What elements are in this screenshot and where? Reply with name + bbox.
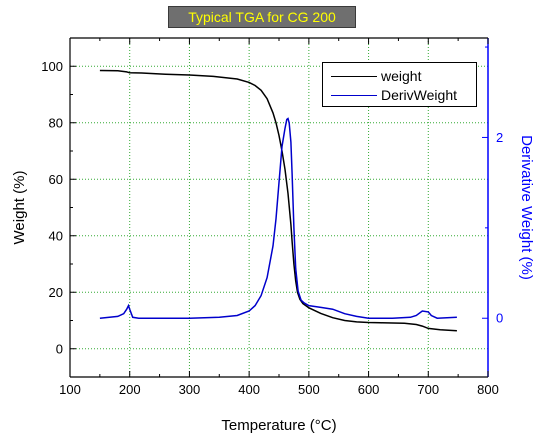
- x-axis-label: Temperature (°C): [221, 417, 336, 434]
- y2-tick-label: 0: [496, 311, 503, 326]
- x-tick-label: 400: [238, 382, 260, 397]
- grid: [70, 38, 488, 377]
- axes: [69, 37, 489, 378]
- y-axis-label: Weight (%): [11, 171, 28, 245]
- legend-label-deriv: DerivWeight: [381, 87, 457, 103]
- x-tick-label: 700: [417, 382, 439, 397]
- y-tick-label: 60: [49, 172, 63, 187]
- y-tick-label: 40: [49, 228, 63, 243]
- x-tick-label: 200: [119, 382, 141, 397]
- x-tick-label: 100: [59, 382, 81, 397]
- axis-labels: 100 200 300 400 500 600 700 800 0 20 40 60 80 100 0 2 Te…: [11, 59, 535, 434]
- x-tick-label: 500: [298, 382, 320, 397]
- legend-item-weight: weight: [323, 67, 421, 85]
- legend-item-deriv: DerivWeight: [323, 86, 457, 104]
- y2-axis-label: Derivative Weight (%): [518, 135, 535, 280]
- legend-swatch-deriv: [331, 94, 377, 96]
- series-layer: [99, 69, 457, 332]
- legend-label-weight: weight: [381, 68, 422, 84]
- chart-title: Typical TGA for CG 200: [188, 9, 336, 25]
- legend-swatch-weight: [331, 75, 377, 77]
- y-tick-label: 0: [56, 341, 63, 356]
- y-tick-label: 20: [49, 285, 63, 300]
- y-tick-label: 100: [41, 59, 63, 74]
- chart-title-box: Typical TGA for CG 200: [168, 6, 356, 28]
- x-tick-label: 300: [179, 382, 201, 397]
- x-tick-label: 600: [358, 382, 380, 397]
- y2-tick-label: 2: [496, 130, 503, 145]
- series-line-weight: [99, 69, 457, 332]
- series-line-derivweight: [99, 117, 457, 319]
- x-tick-label: 800: [477, 382, 499, 397]
- y-tick-label: 80: [49, 115, 63, 130]
- legend: weight DerivWeight: [322, 62, 477, 107]
